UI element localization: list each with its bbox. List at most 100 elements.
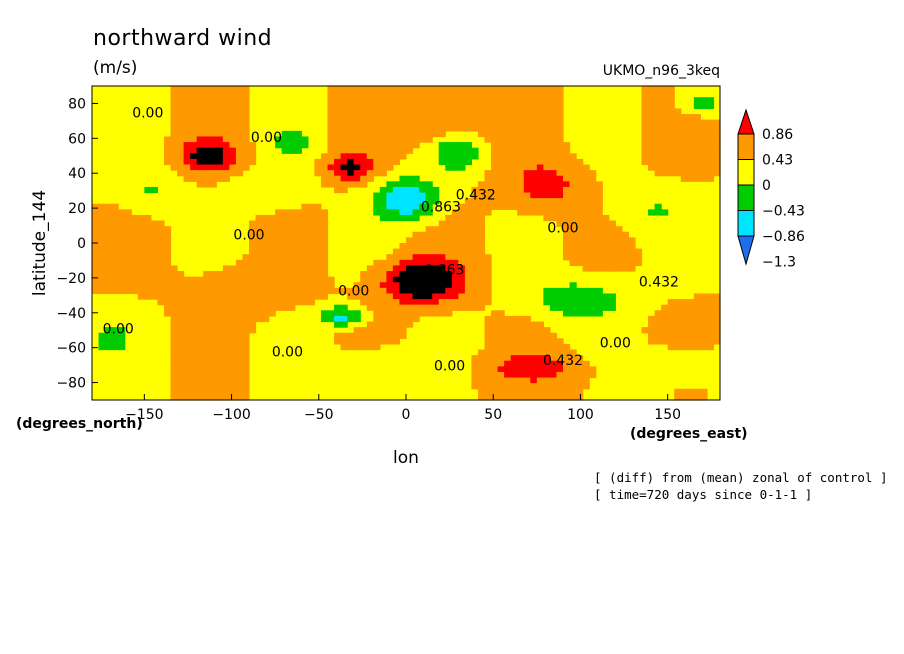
heatmap-cell <box>530 97 538 104</box>
heatmap-cell <box>203 366 211 373</box>
heatmap-cell <box>641 125 649 132</box>
heatmap-cell <box>523 203 531 210</box>
heatmap-cell <box>536 119 544 126</box>
heatmap-cell <box>262 310 270 317</box>
heatmap-cell <box>549 355 558 362</box>
colorbar-label: 0.43 <box>762 153 793 169</box>
heatmap-cell <box>216 170 224 177</box>
heatmap-cell <box>399 282 407 289</box>
heatmap-cell <box>222 119 230 126</box>
heatmap-cell <box>419 259 427 267</box>
heatmap-cell <box>451 243 459 250</box>
heatmap-cell <box>288 299 296 306</box>
heatmap-cell <box>445 282 453 289</box>
heatmap-cell <box>504 136 512 143</box>
heatmap-cell <box>517 108 525 115</box>
heatmap-cell <box>209 86 217 93</box>
heatmap-cell <box>549 86 558 93</box>
heatmap-cell <box>216 147 224 154</box>
heatmap-cell <box>379 147 387 154</box>
heatmap-cell <box>536 153 544 160</box>
heatmap-cell <box>301 282 309 289</box>
heatmap-cell <box>294 299 302 306</box>
heatmap-cell <box>602 237 610 244</box>
heatmap-cell <box>406 181 414 188</box>
heatmap-cell <box>170 394 178 401</box>
heatmap-cell <box>222 265 230 272</box>
heatmap-cell <box>549 332 558 339</box>
heatmap-cell <box>170 271 178 278</box>
heatmap-cell <box>648 321 656 328</box>
heatmap-cell <box>386 299 394 306</box>
heatmap-cell <box>667 125 675 132</box>
heatmap-cell <box>530 360 538 367</box>
heatmap-cell <box>307 214 316 222</box>
heatmap-cell <box>419 97 427 104</box>
heatmap-cell <box>484 102 492 110</box>
heatmap-cell <box>471 186 479 194</box>
heatmap-cell <box>406 282 414 289</box>
heatmap-cell <box>281 130 289 138</box>
heatmap-cell <box>412 271 420 278</box>
heatmap-cell <box>556 108 564 115</box>
heatmap-cell <box>549 214 558 222</box>
heatmap-cell <box>419 254 427 261</box>
heatmap-cell <box>360 97 368 104</box>
heatmap-cell <box>517 181 525 188</box>
heatmap-cell <box>648 102 656 110</box>
heatmap-cell <box>661 147 669 154</box>
heatmap-cell <box>425 119 433 126</box>
heatmap-cell <box>510 388 518 395</box>
heatmap-cell <box>497 86 505 93</box>
heatmap-cell <box>196 338 204 345</box>
heatmap-cell <box>327 130 335 138</box>
heatmap-cell <box>464 147 473 154</box>
heatmap-cell <box>366 130 374 138</box>
heatmap-cell <box>464 220 473 227</box>
heatmap-cell <box>366 321 374 328</box>
heatmap-cell <box>196 360 204 367</box>
heatmap-cell <box>314 243 322 250</box>
heatmap-cell <box>595 214 603 222</box>
heatmap-cell <box>242 360 250 367</box>
heatmap-cell <box>680 158 688 166</box>
heatmap-cell <box>530 130 538 138</box>
heatmap-cell <box>687 153 695 160</box>
heatmap-cell <box>648 119 656 126</box>
heatmap-cell <box>693 338 701 345</box>
heatmap-cell <box>425 276 433 283</box>
heatmap-cell <box>706 97 715 104</box>
heatmap-cell <box>399 287 407 295</box>
heatmap-cell <box>386 310 394 317</box>
heatmap-cell <box>497 327 505 334</box>
heatmap-cell <box>366 299 374 306</box>
heatmap-cell <box>216 114 224 121</box>
heatmap-cell <box>438 142 446 149</box>
heatmap-cell <box>543 130 551 138</box>
heatmap-cell <box>163 282 172 289</box>
heatmap-cell <box>379 108 387 115</box>
heatmap-cell <box>190 315 198 323</box>
x-unit-label: (degrees_east) <box>630 426 748 442</box>
heatmap-cell <box>190 114 198 121</box>
heatmap-cell <box>667 86 675 93</box>
heatmap-cell <box>157 287 165 295</box>
heatmap-cell <box>183 355 191 362</box>
heatmap-cell <box>713 147 721 154</box>
heatmap-cell <box>399 119 407 126</box>
heatmap-cell <box>111 254 119 261</box>
heatmap-cell <box>425 203 433 210</box>
heatmap-cell <box>517 315 525 323</box>
heatmap-cell <box>235 377 244 384</box>
heatmap-cell <box>654 130 662 138</box>
heatmap-cell <box>105 259 113 267</box>
heatmap-cell <box>353 164 361 171</box>
heatmap-cell <box>687 164 695 171</box>
heatmap-cell <box>157 259 165 267</box>
heatmap-cell <box>242 377 250 384</box>
heatmap-cell <box>392 299 401 306</box>
heatmap-cell <box>340 136 348 143</box>
heatmap-cell <box>399 97 407 104</box>
heatmap-cell <box>275 299 283 306</box>
heatmap-cell <box>301 259 309 267</box>
